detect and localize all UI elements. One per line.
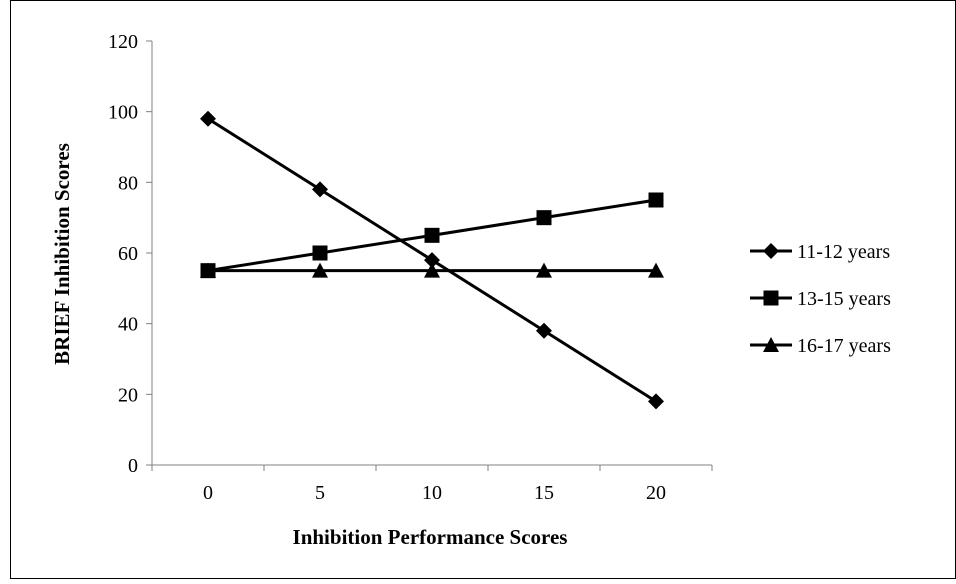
legend-item: 11-12 years	[750, 241, 890, 263]
series-1	[200, 110, 664, 410]
series-3	[200, 262, 664, 278]
y-tick-label: 60	[118, 243, 138, 265]
legend-label: 16-17 years	[797, 335, 891, 357]
legend-triangle-marker	[763, 337, 779, 352]
diamond-marker	[536, 322, 552, 339]
legend-item: 13-15 years	[750, 288, 891, 310]
diamond-marker	[424, 252, 440, 269]
diamond-marker	[200, 110, 216, 127]
y-tick-label: 120	[108, 31, 138, 53]
square-marker	[648, 192, 664, 208]
y-tick-label: 100	[108, 102, 138, 124]
x-tick-label: 10	[422, 482, 442, 504]
series-layer	[200, 110, 664, 410]
legend-label: 13-15 years	[797, 288, 891, 310]
legend: 11-12 years 13-15 years 16-17 years	[750, 241, 891, 357]
legend-label: 11-12 years	[797, 241, 890, 263]
diamond-marker	[312, 181, 328, 198]
x-axis-title: Inhibition Performance Scores	[293, 525, 568, 549]
diamond-marker	[648, 393, 664, 410]
x-tick-label: 5	[315, 482, 325, 504]
triangle-marker	[312, 262, 328, 278]
axes: 0 20 40 60 80 100 120 0 5 10 15 20	[108, 31, 713, 504]
triangle-marker	[648, 262, 664, 278]
square-marker	[312, 245, 328, 261]
y-tick-label: 80	[118, 172, 138, 194]
x-tick-label: 15	[534, 482, 554, 504]
y-axis-title: BRIEF Inhibition Scores	[50, 143, 74, 365]
legend-diamond-marker	[763, 243, 779, 259]
x-tick-label: 20	[646, 482, 666, 504]
y-tick-label: 40	[118, 314, 138, 336]
triangle-marker	[200, 262, 216, 278]
square-marker	[536, 210, 552, 226]
triangle-marker	[424, 262, 440, 278]
triangle-marker	[536, 262, 552, 278]
y-tick-label: 0	[128, 455, 138, 477]
x-tick-label: 0	[203, 482, 213, 504]
chart-frame	[10, 0, 956, 579]
legend-square-marker	[763, 290, 779, 306]
legend-item: 16-17 years	[750, 335, 891, 357]
y-tick-label: 20	[118, 384, 138, 406]
square-marker	[424, 227, 440, 243]
